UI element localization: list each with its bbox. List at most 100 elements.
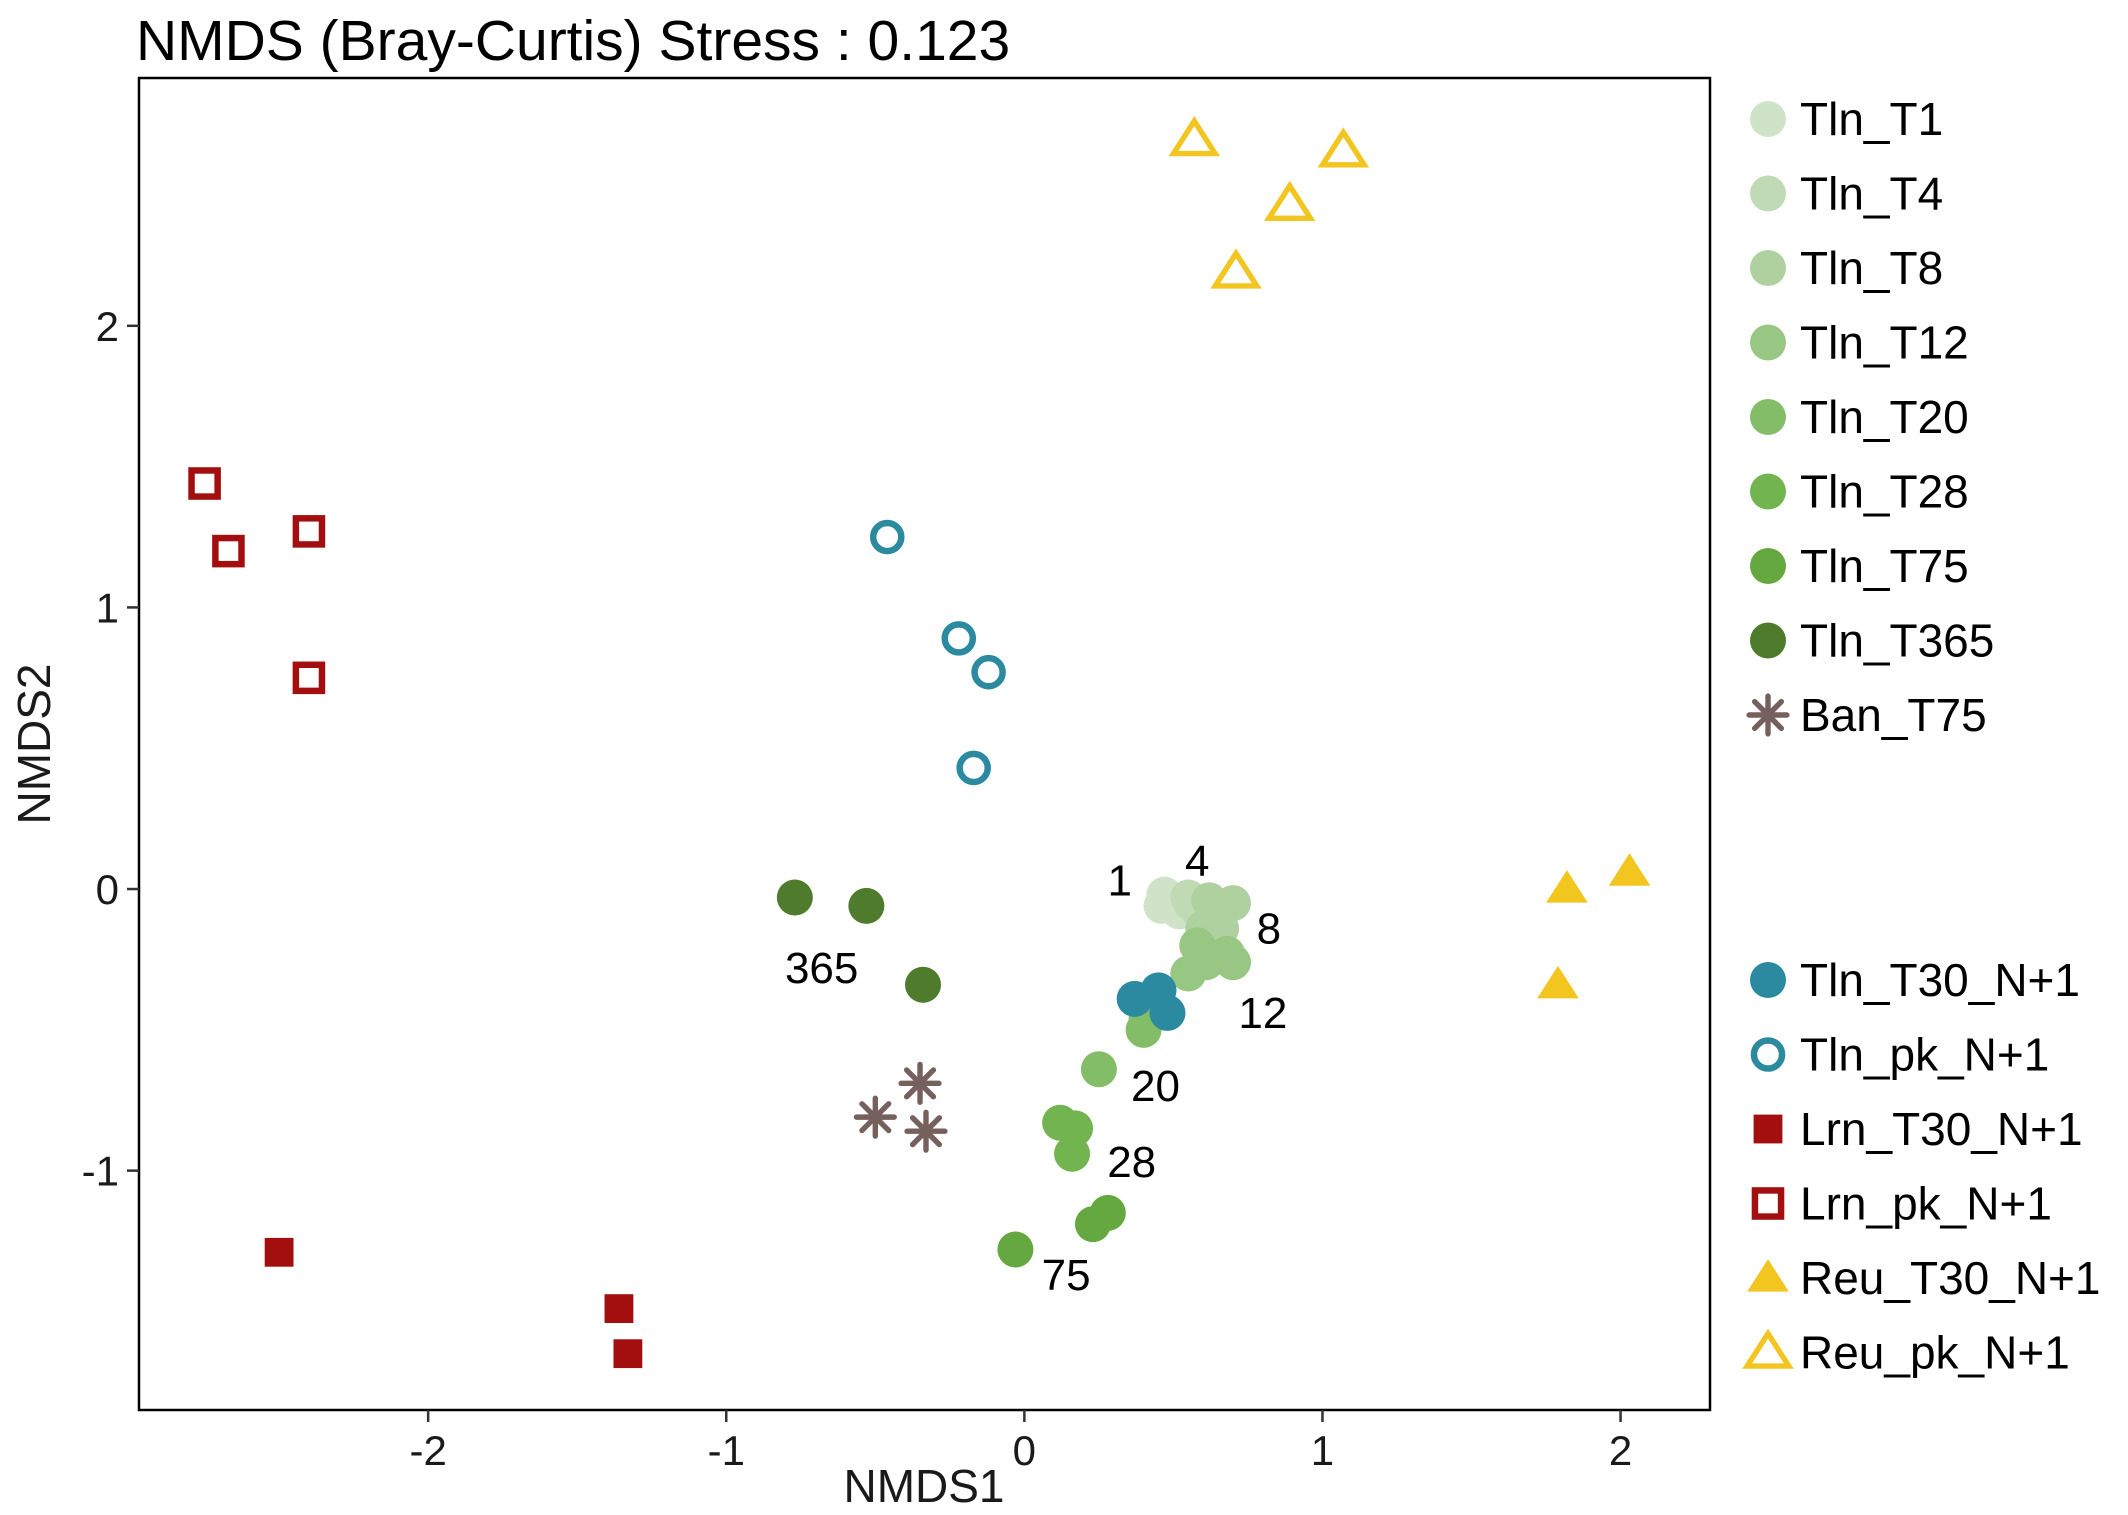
legend-symbol bbox=[1750, 399, 1786, 435]
legend-symbol bbox=[1750, 175, 1786, 212]
legend-item: Tln_T12 bbox=[1750, 317, 1969, 369]
point-Ban_T75 bbox=[904, 1109, 948, 1153]
point-Tln_pk_N+1 bbox=[869, 519, 905, 555]
y-tick-label: 2 bbox=[96, 303, 119, 350]
legend-symbol bbox=[1750, 324, 1786, 361]
legend-label: Tln_T8 bbox=[1800, 242, 1943, 294]
legend-label: Tln_T28 bbox=[1800, 466, 1969, 518]
y-axis-label: NMDS2 bbox=[8, 663, 60, 824]
legend-item: Tln_T20 bbox=[1750, 391, 1969, 443]
point-Tln_T365 bbox=[776, 879, 813, 916]
legend-symbol bbox=[1753, 1114, 1783, 1144]
point-Reu_pk_N+1 bbox=[1317, 127, 1370, 168]
legend-symbol bbox=[1747, 1259, 1789, 1292]
annotation-label: 4 bbox=[1185, 837, 1209, 886]
legend-label: Reu_T30_N+1 bbox=[1800, 1252, 2100, 1304]
legend-label: Tln_T30_N+1 bbox=[1800, 954, 2080, 1006]
legend-item: Tln_T75 bbox=[1750, 540, 1969, 592]
legend-label: Reu_pk_N+1 bbox=[1800, 1327, 2070, 1379]
legend-item: Tln_T30_N+1 bbox=[1750, 954, 2080, 1006]
point-Lrn_T30_N+1 bbox=[604, 1294, 634, 1324]
x-axis-label: NMDS1 bbox=[843, 1460, 1004, 1512]
y-tick-label: 0 bbox=[96, 866, 119, 913]
point-Reu_T30_N+1 bbox=[1546, 870, 1588, 903]
legend-symbol bbox=[1750, 250, 1786, 286]
legend-label: Tln_T75 bbox=[1800, 540, 1969, 592]
point-Reu_pk_N+1 bbox=[1210, 248, 1262, 289]
point-Reu_pk_N+1 bbox=[1168, 116, 1221, 157]
legend-symbol bbox=[1750, 473, 1786, 510]
point-Lrn_pk_N+1 bbox=[292, 661, 326, 695]
legend-label: Tln_pk_N+1 bbox=[1800, 1029, 2049, 1081]
point-Tln_T28 bbox=[1054, 1135, 1091, 1172]
x-tick-label: -1 bbox=[708, 1427, 745, 1474]
data-points bbox=[188, 116, 1651, 1369]
point-Tln_T365 bbox=[848, 887, 885, 924]
point-Ban_T75 bbox=[898, 1061, 942, 1105]
legend-symbol bbox=[1746, 693, 1790, 737]
x-tick-label: 2 bbox=[1609, 1427, 1632, 1474]
legend-label: Tln_T365 bbox=[1800, 615, 1994, 667]
y-tick-label: 1 bbox=[96, 584, 119, 631]
y-axis: -1 0 1 2 bbox=[82, 303, 139, 1195]
point-Lrn_pk_N+1 bbox=[212, 534, 245, 568]
legend-item: Tln_T4 bbox=[1750, 168, 1943, 220]
legend-label: Tln_T4 bbox=[1800, 168, 1943, 220]
legend-item: Reu_pk_N+1 bbox=[1742, 1327, 2070, 1379]
point-Tln_T75 bbox=[997, 1231, 1034, 1268]
x-tick-label: -2 bbox=[409, 1427, 446, 1474]
x-axis: -2 -1 0 1 2 bbox=[409, 1410, 1632, 1474]
point-Reu_T30_N+1 bbox=[1537, 965, 1579, 999]
point-Ban_T75 bbox=[853, 1095, 897, 1139]
x-tick-label: 0 bbox=[1013, 1427, 1036, 1474]
legend-symbol bbox=[1750, 1037, 1786, 1072]
legend-item: Reu_T30_N+1 bbox=[1747, 1252, 2100, 1304]
point-Lrn_T30_N+1 bbox=[613, 1339, 643, 1369]
point-Tln_T30_N+1 bbox=[1149, 994, 1186, 1031]
legend-item: Ban_T75 bbox=[1746, 689, 1987, 741]
legend-symbol bbox=[1750, 548, 1786, 584]
point-Reu_pk_N+1 bbox=[1263, 180, 1316, 222]
legend-symbol bbox=[1742, 1328, 1794, 1369]
point-Tln_pk_N+1 bbox=[941, 621, 977, 656]
legend-label: Lrn_pk_N+1 bbox=[1800, 1178, 2052, 1230]
point-Reu_T30_N+1 bbox=[1608, 853, 1651, 886]
point-Lrn_pk_N+1 bbox=[188, 467, 221, 500]
annotation-label: 1 bbox=[1108, 857, 1132, 906]
legend-label: Tln_T1 bbox=[1800, 93, 1943, 145]
point-Tln_T365 bbox=[905, 966, 942, 1003]
point-Lrn_T30_N+1 bbox=[264, 1237, 294, 1267]
annotation-label: 12 bbox=[1238, 989, 1287, 1038]
point-Tln_T12 bbox=[1215, 944, 1252, 981]
chart-title: NMDS (Bray-Curtis) Stress : 0.123 bbox=[136, 9, 1010, 73]
legend-label: Ban_T75 bbox=[1800, 689, 1987, 741]
legend-label: Tln_T12 bbox=[1800, 317, 1969, 369]
y-tick-label: -1 bbox=[82, 1148, 119, 1195]
point-Tln_pk_N+1 bbox=[971, 654, 1006, 690]
time-annotations: 1 48 12 20 28 75 365 bbox=[785, 837, 1287, 1300]
legend-item: Tln_T1 bbox=[1750, 93, 1943, 145]
legend-label: Lrn_T30_N+1 bbox=[1800, 1103, 2083, 1155]
legend: Tln_T1 Tln_T4 Tln_T8 Tln_T12 Tln_T20 Tln_T28 T… bbox=[1742, 93, 2100, 1379]
point-Lrn_pk_N+1 bbox=[292, 515, 326, 548]
point-Tln_T75 bbox=[1074, 1206, 1111, 1243]
point-Tln_T12 bbox=[1170, 955, 1207, 992]
point-Tln_T20 bbox=[1080, 1051, 1117, 1088]
legend-symbol bbox=[1750, 622, 1786, 659]
annotation-label: 28 bbox=[1107, 1138, 1156, 1187]
legend-label: Tln_T20 bbox=[1800, 391, 1969, 443]
annotation-label: 8 bbox=[1257, 904, 1281, 953]
legend-item: Lrn_pk_N+1 bbox=[1751, 1178, 2052, 1230]
legend-symbol bbox=[1750, 101, 1786, 137]
legend-item: Lrn_T30_N+1 bbox=[1753, 1103, 2083, 1155]
legend-item: Tln_T28 bbox=[1750, 466, 1969, 518]
legend-item: Tln_T8 bbox=[1750, 242, 1943, 294]
annotation-label: 75 bbox=[1042, 1251, 1091, 1300]
annotation-label: 365 bbox=[785, 944, 858, 993]
point-Tln_pk_N+1 bbox=[956, 750, 991, 786]
legend-symbol bbox=[1750, 962, 1786, 998]
annotation-label: 20 bbox=[1131, 1062, 1180, 1111]
legend-symbol bbox=[1751, 1187, 1785, 1220]
legend-item: Tln_T365 bbox=[1750, 615, 1994, 667]
